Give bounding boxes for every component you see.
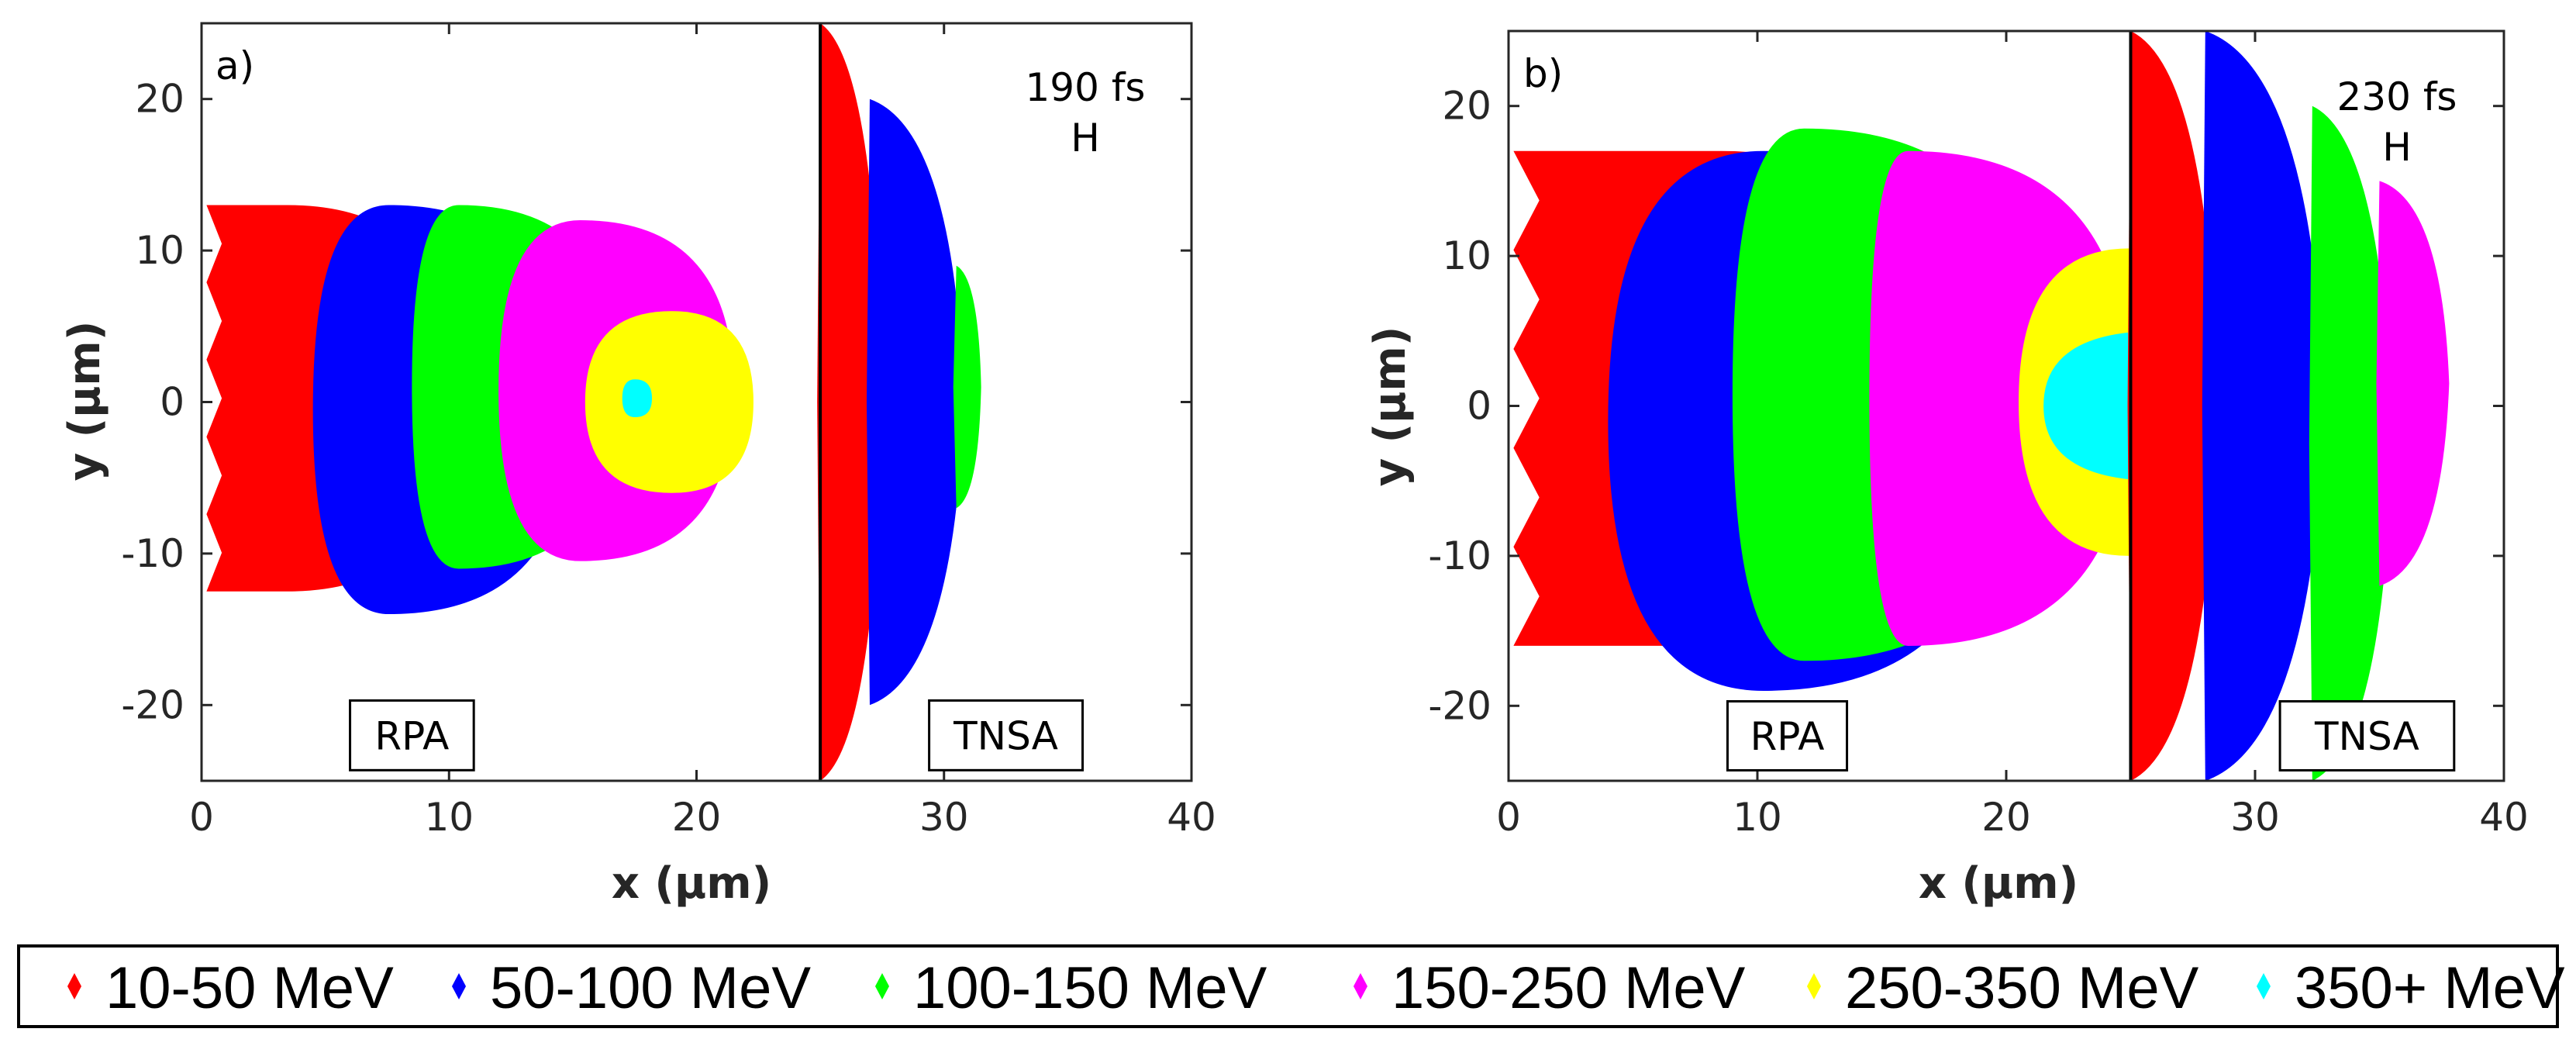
legend-item-label: 10-50 MeV	[105, 955, 394, 1021]
panel-a-rpa-label: RPA	[374, 713, 449, 758]
legend-marker	[1354, 973, 1367, 999]
panel-b-tnsa-bands	[2127, 31, 2450, 781]
panel-a-particle-clouds	[206, 205, 753, 615]
x-tick-label: 30	[919, 795, 969, 840]
panel-a: 0 10 20 30 40 -20 -10 0 10 20 a) 190 fs H RPA TNS…	[60, 22, 1216, 909]
legend-item-label: 350+ MeV	[2295, 955, 2565, 1021]
legend-marker	[1807, 973, 1821, 999]
x-tick-label: 10	[424, 795, 474, 840]
panel-a-species: H	[1071, 116, 1100, 161]
legend-marker	[67, 973, 81, 999]
panel-a-time: 190 fs	[1026, 65, 1146, 110]
y-tick-label: 10	[1442, 233, 1491, 278]
x-tick-label: 0	[1496, 795, 1521, 840]
legend-item: 350+ MeV	[2257, 955, 2565, 1021]
panel-b-label: b)	[1523, 51, 1563, 96]
legend-item: 50-100 MeV	[452, 955, 811, 1021]
panel-b-x-axis-title: x (μm)	[1919, 858, 2078, 909]
panel-b-time: 230 fs	[2337, 74, 2457, 119]
x-tick-label: 40	[2479, 795, 2529, 840]
y-tick-label: -20	[121, 682, 184, 727]
panel-a-tnsa-box-frame	[928, 699, 1085, 771]
x-tick-label: 10	[1733, 795, 1782, 840]
x-tick-label: 0	[189, 795, 214, 840]
x-tick-label: 40	[1167, 795, 1216, 840]
x-tick-label: 20	[1981, 795, 2031, 840]
y-tick-label: -10	[121, 531, 184, 576]
panel-b-rpa-box: RPA	[1726, 699, 1849, 771]
panel-a-axes: 0 10 20 30 40 -20 -10 0 10 20	[121, 22, 1216, 840]
tnsa-band-10-50-mev	[2127, 31, 2218, 781]
y-tick-label: 0	[1467, 384, 1491, 429]
rpa-cloud-250-350-mev	[585, 311, 753, 493]
legend-item: 250-350 MeV	[1807, 955, 2199, 1021]
panel-a-tnsa-label: TNSA	[953, 713, 1058, 758]
panel-b-species: H	[2382, 125, 2412, 170]
panel-b-tnsa-box-frame	[2278, 699, 2456, 771]
legend: 10-50 MeV 50-100 MeV 100-150 MeV 150-250…	[17, 944, 2565, 1028]
legend-item: 100-150 MeV	[875, 955, 1267, 1021]
y-tick-label: -10	[1428, 533, 1491, 578]
legend-item-label: 100-150 MeV	[913, 955, 1267, 1021]
panel-b-tnsa-box: TNSA	[2278, 699, 2456, 771]
panel-b-tnsa-label: TNSA	[2314, 714, 2419, 759]
tnsa-band-10-50-mev	[817, 23, 882, 781]
legend-marker	[452, 973, 466, 999]
panel-a-rpa-box-frame	[349, 699, 475, 771]
y-tick-label: 20	[135, 77, 184, 122]
panel-a-tnsa-box: TNSA	[928, 699, 1085, 771]
panel-a-x-axis-title: x (μm)	[612, 858, 771, 909]
tnsa-band-50-100-mev	[866, 98, 964, 706]
x-tick-label: 20	[672, 795, 722, 840]
panel-b-rpa-label: RPA	[1750, 714, 1825, 759]
y-tick-label: 10	[135, 228, 184, 273]
legend-item-label: 150-250 MeV	[1391, 955, 1746, 1021]
panel-a-label: a)	[216, 43, 254, 88]
rpa-cloud-350-mev	[622, 379, 653, 418]
legend-frame	[17, 944, 2559, 1028]
legend-item: 10-50 MeV	[67, 955, 394, 1021]
panel-b-axes: 0 10 20 30 40 -20 -10 0 10 20	[1428, 29, 2529, 840]
legend-item: 150-250 MeV	[1354, 955, 1746, 1021]
panel-a-y-axis-title: y (μm)	[60, 321, 110, 482]
tnsa-band-100-150-mev	[2309, 105, 2392, 781]
y-tick-label: -20	[1428, 683, 1491, 728]
panel-b-rpa-box-frame	[1726, 699, 1849, 771]
panel-b: 0 10 20 30 40 -20 -10 0 10 20 b) 230 fs H RPA TNS…	[1365, 29, 2529, 909]
legend-item-label: 50-100 MeV	[490, 955, 811, 1021]
y-tick-label: 0	[160, 380, 184, 425]
legend-marker	[875, 973, 889, 999]
x-tick-label: 30	[2230, 795, 2280, 840]
y-tick-label: 20	[1442, 84, 1491, 129]
panel-b-y-axis-title: y (μm)	[1365, 326, 1416, 487]
legend-marker	[2257, 973, 2271, 999]
panel-a-tnsa-bands	[817, 23, 981, 781]
tnsa-band-150-250-mev	[2376, 181, 2450, 586]
panel-a-rpa-box: RPA	[349, 699, 475, 771]
tnsa-band-50-100-mev	[2202, 31, 2325, 781]
legend-item-label: 250-350 MeV	[1845, 955, 2199, 1021]
tnsa-band-100-150-mev	[953, 265, 981, 509]
